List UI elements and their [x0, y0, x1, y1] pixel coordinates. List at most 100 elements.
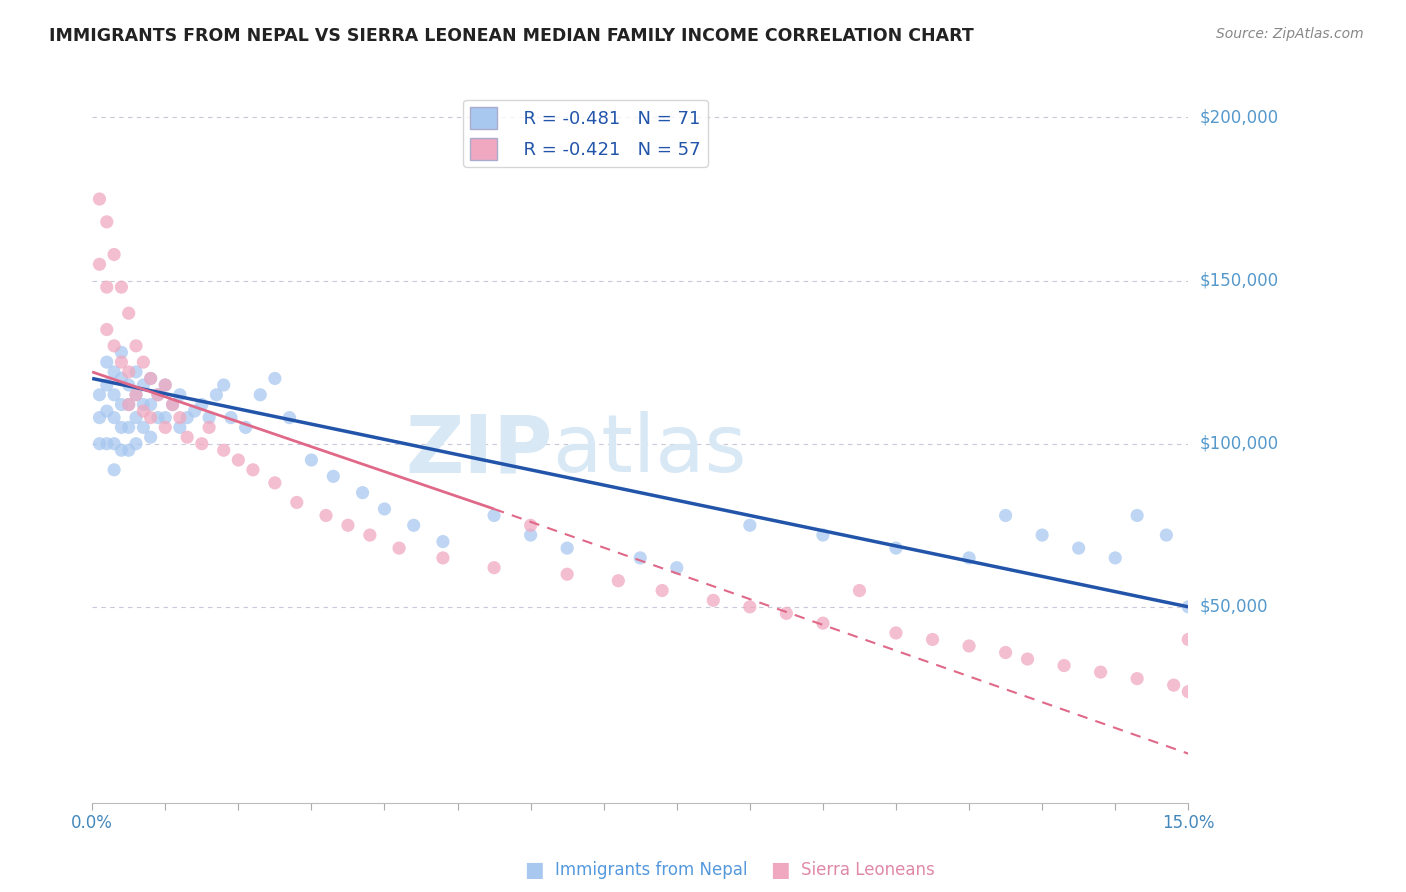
Point: [957, 550, 980, 565]
Point: [651, 583, 673, 598]
Point: [775, 607, 797, 621]
Point: [110, 345, 132, 359]
Text: Immigrants from Nepal: Immigrants from Nepal: [555, 861, 748, 879]
Point: [118, 306, 141, 320]
Point: [228, 453, 250, 467]
Point: [89, 410, 111, 425]
Point: [555, 541, 578, 555]
Point: [1090, 665, 1112, 679]
Point: [139, 371, 162, 385]
Point: [169, 388, 191, 402]
Point: [155, 378, 177, 392]
Point: [155, 410, 177, 425]
Text: atlas: atlas: [553, 411, 747, 489]
Point: [110, 280, 132, 294]
Point: [373, 502, 395, 516]
Point: [1177, 684, 1199, 698]
Point: [125, 365, 148, 379]
Text: ■: ■: [770, 860, 790, 880]
Point: [132, 378, 155, 392]
Point: [162, 398, 184, 412]
Point: [242, 463, 264, 477]
Point: [176, 410, 198, 425]
Point: [352, 485, 374, 500]
Point: [103, 247, 125, 261]
Point: [110, 398, 132, 412]
Point: [89, 257, 111, 271]
Point: [285, 495, 308, 509]
Point: [1126, 672, 1149, 686]
Point: [125, 339, 148, 353]
Point: [299, 453, 322, 467]
Point: [146, 410, 169, 425]
Point: [388, 541, 411, 555]
Point: [1163, 678, 1185, 692]
Point: [125, 388, 148, 402]
Point: [139, 430, 162, 444]
Point: [555, 567, 578, 582]
Point: [103, 410, 125, 425]
Legend:   R = -0.481   N = 71,   R = -0.421   N = 57: R = -0.481 N = 71, R = -0.421 N = 57: [463, 100, 707, 167]
Text: ZIP: ZIP: [405, 411, 553, 489]
Point: [921, 632, 943, 647]
Point: [198, 420, 221, 434]
Point: [607, 574, 630, 588]
Point: [811, 528, 834, 542]
Point: [118, 398, 141, 412]
Point: [191, 436, 214, 450]
Point: [263, 475, 285, 490]
Point: [1067, 541, 1090, 555]
Text: $150,000: $150,000: [1199, 271, 1278, 290]
Point: [96, 404, 118, 418]
Point: [96, 215, 118, 229]
Point: [110, 420, 132, 434]
Point: [118, 420, 141, 434]
Point: [212, 378, 235, 392]
Text: $50,000: $50,000: [1199, 598, 1268, 615]
Point: [432, 534, 454, 549]
Point: [110, 443, 132, 458]
Point: [155, 378, 177, 392]
Point: [96, 322, 118, 336]
Point: [118, 365, 141, 379]
Point: [96, 280, 118, 294]
Point: [205, 388, 228, 402]
Point: [432, 550, 454, 565]
Point: [169, 410, 191, 425]
Point: [322, 469, 344, 483]
Point: [169, 420, 191, 434]
Point: [278, 410, 301, 425]
Point: [139, 398, 162, 412]
Point: [89, 436, 111, 450]
Point: [249, 388, 271, 402]
Point: [176, 430, 198, 444]
Text: IMMIGRANTS FROM NEPAL VS SIERRA LEONEAN MEDIAN FAMILY INCOME CORRELATION CHART: IMMIGRANTS FROM NEPAL VS SIERRA LEONEAN …: [49, 27, 974, 45]
Point: [103, 365, 125, 379]
Point: [125, 388, 148, 402]
Point: [1031, 528, 1053, 542]
Point: [162, 398, 184, 412]
Point: [212, 443, 235, 458]
Point: [402, 518, 425, 533]
Point: [110, 371, 132, 385]
Point: [103, 388, 125, 402]
Point: [665, 560, 688, 574]
Point: [482, 560, 505, 574]
Point: [1104, 550, 1126, 565]
Point: [884, 626, 907, 640]
Point: [359, 528, 381, 542]
Point: [482, 508, 505, 523]
Point: [132, 398, 155, 412]
Point: [1156, 528, 1178, 542]
Point: [219, 410, 242, 425]
Point: [96, 355, 118, 369]
Point: [315, 508, 337, 523]
Point: [103, 463, 125, 477]
Text: ■: ■: [524, 860, 544, 880]
Text: Sierra Leoneans: Sierra Leoneans: [801, 861, 935, 879]
Point: [1177, 632, 1199, 647]
Point: [191, 398, 214, 412]
Point: [103, 339, 125, 353]
Point: [89, 388, 111, 402]
Point: [263, 371, 285, 385]
